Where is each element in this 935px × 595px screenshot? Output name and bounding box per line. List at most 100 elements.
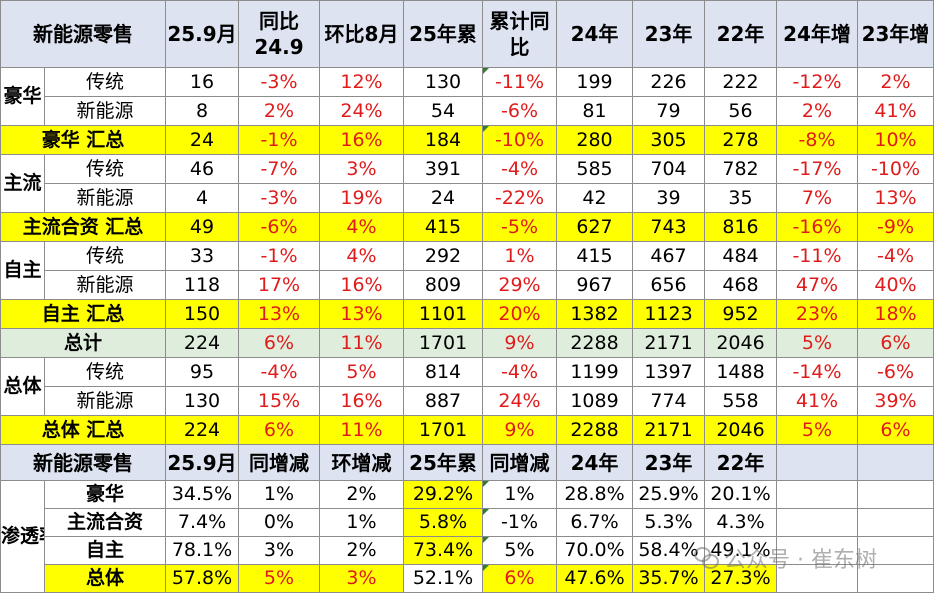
- data-cell: 1%: [319, 508, 404, 537]
- table-row: 豪华 传统 16 -3% 12% 130 -11% 199 226 222 -1…: [0, 67, 934, 126]
- header-cell: 同增减: [482, 444, 557, 481]
- data-cell: 130: [165, 386, 239, 416]
- data-cell: 222: [704, 67, 777, 97]
- data-cell: 5.8%: [403, 508, 483, 537]
- data-cell: 13%: [857, 183, 934, 213]
- data-cell: 17%: [238, 270, 320, 300]
- data-cell: -10%: [857, 154, 934, 184]
- data-cell: 585: [556, 154, 633, 184]
- row-label: 新能源: [44, 183, 166, 213]
- data-cell: 2171: [632, 328, 705, 358]
- data-cell: 8: [165, 96, 239, 126]
- subtotal-row: 豪华 汇总 24 -1% 16% 184 -10% 280 305 278 -8…: [0, 125, 934, 155]
- data-cell: 16%: [319, 270, 404, 300]
- watermark: 公众号 · 崔东树: [694, 542, 877, 574]
- data-cell: 1199: [556, 357, 633, 387]
- penetration-row: 总体 57.8% 5% 3% 52.1% 6% 47.6% 35.7% 27.3…: [1, 564, 934, 593]
- data-cell: 33: [165, 241, 239, 271]
- row-label: 新能源: [44, 386, 166, 416]
- data-cell: 224: [165, 328, 239, 358]
- data-cell: 2%: [319, 480, 404, 509]
- data-cell: 11%: [319, 328, 404, 358]
- table-row: 新能源 130 15% 16% 887 24% 1089 774 558 41%…: [1, 386, 934, 416]
- data-cell: 1488: [704, 357, 777, 387]
- data-cell: 15%: [238, 386, 320, 416]
- data-cell: 73.4%: [403, 536, 483, 565]
- data-cell: [857, 564, 934, 593]
- data-cell: 467: [632, 241, 705, 271]
- header-cell: 24年: [556, 444, 633, 481]
- data-cell: [857, 536, 934, 565]
- data-cell: 16%: [319, 386, 404, 416]
- data-cell: 1%: [482, 241, 557, 271]
- data-cell: 19%: [319, 183, 404, 213]
- data-cell: 25.9%: [632, 480, 705, 509]
- subtotal-row: 总体 汇总 224 6% 11% 1701 9% 2288 2171 2046 …: [0, 415, 934, 445]
- data-cell: 2046: [704, 415, 777, 445]
- data-cell: -6%: [482, 96, 557, 126]
- data-cell: 809: [403, 270, 483, 300]
- data-cell: 1101: [403, 299, 483, 329]
- data-cell: 816: [704, 212, 777, 242]
- data-cell: 150: [165, 299, 239, 329]
- data-cell: 1397: [632, 357, 705, 387]
- data-cell: 16: [165, 67, 239, 97]
- data-cell: 9%: [482, 415, 557, 445]
- data-cell: 79: [632, 96, 705, 126]
- data-cell: 81: [556, 96, 633, 126]
- data-cell: 47.6%: [556, 564, 633, 593]
- data-cell: 27.3%: [704, 564, 777, 593]
- data-cell: 46: [165, 154, 239, 184]
- data-cell: 24%: [482, 386, 557, 416]
- data-cell: 10%: [857, 125, 934, 155]
- data-cell: -8%: [776, 125, 858, 155]
- header-cell: 24年: [556, 0, 633, 68]
- data-cell: 782: [704, 154, 777, 184]
- table-header-row: 新能源零售 25.9月 同比24.9 环比8月 25年累 累计同比 24年 23…: [0, 0, 934, 68]
- data-cell: 78.1%: [165, 536, 239, 565]
- header-cell: 23年增: [857, 0, 934, 68]
- data-cell: 24: [403, 183, 483, 213]
- data-cell: 20.1%: [704, 480, 777, 509]
- header-cell: 新能源零售: [0, 444, 166, 481]
- data-cell: -5%: [482, 212, 557, 242]
- data-cell: [857, 508, 934, 537]
- row-label: 总体: [44, 564, 166, 593]
- grand-total-row: 总计 224 6% 11% 1701 9% 2288 2171 2046 5% …: [0, 328, 934, 358]
- data-cell: 39: [632, 183, 705, 213]
- data-cell: 6%: [857, 328, 934, 358]
- row-label: 主流合资: [44, 508, 166, 537]
- data-cell: 40%: [857, 270, 934, 300]
- data-cell: 6%: [857, 415, 934, 445]
- data-cell: [776, 508, 858, 537]
- data-cell: 39%: [857, 386, 934, 416]
- data-cell: 0%: [238, 508, 320, 537]
- data-cell: 5%: [238, 564, 320, 593]
- data-cell: 627: [556, 212, 633, 242]
- data-cell: 5%: [776, 328, 858, 358]
- data-cell: 1%: [238, 480, 320, 509]
- header-cell: [776, 444, 858, 481]
- table-row: 主流 传统 46 -7% 3% 391 -4% 585 704 782 -17%…: [0, 154, 934, 213]
- data-cell: [776, 480, 858, 509]
- table-row: 新能源 8 2% 24% 54 -6% 81 79 56 2% 41%: [1, 96, 934, 126]
- data-cell: 24%: [319, 96, 404, 126]
- data-cell: -3%: [238, 183, 320, 213]
- header-cell: 同比24.9: [238, 0, 320, 68]
- row-label: 新能源: [44, 270, 166, 300]
- data-cell: 56: [704, 96, 777, 126]
- data-cell: -4%: [482, 357, 557, 387]
- data-cell: -14%: [776, 357, 858, 387]
- data-cell: 468: [704, 270, 777, 300]
- data-cell: 41%: [857, 96, 934, 126]
- data-cell: 42: [556, 183, 633, 213]
- data-cell: 12%: [319, 67, 404, 97]
- data-cell: -9%: [857, 212, 934, 242]
- data-cell: 28.8%: [556, 480, 633, 509]
- data-cell: 743: [632, 212, 705, 242]
- header-cell: 同增减: [238, 444, 320, 481]
- data-cell: 1701: [403, 415, 483, 445]
- row-label: 豪华: [44, 480, 166, 509]
- subtotal-label: 豪华 汇总: [0, 125, 166, 155]
